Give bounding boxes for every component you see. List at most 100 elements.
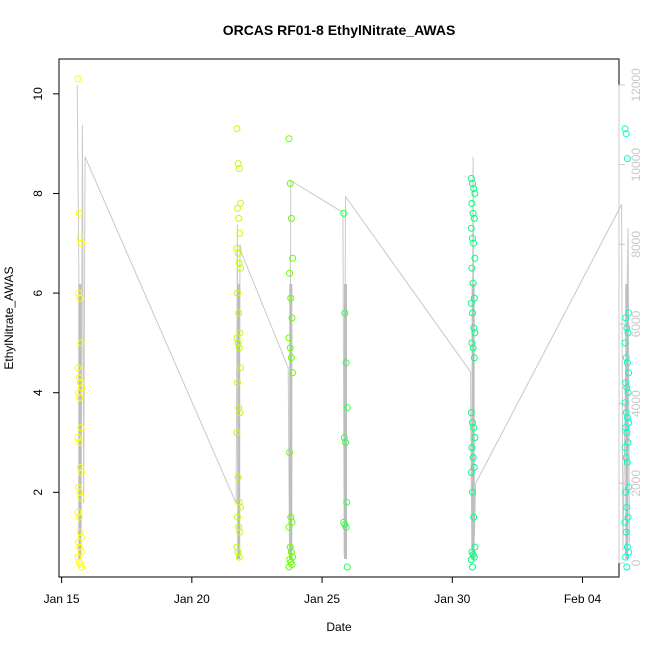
x-axis-label: Date	[326, 620, 352, 634]
data-point-rf05	[470, 513, 478, 521]
data-point-rf03	[288, 518, 296, 526]
data-point-rf03	[286, 543, 294, 551]
y2-tick-label: 12000	[629, 68, 643, 102]
data-point-rf03	[287, 548, 295, 556]
data-point-rf05	[469, 234, 476, 242]
data-point-rf03	[288, 314, 296, 322]
data-point-rf03	[285, 334, 293, 342]
data-point-rf06	[624, 513, 632, 521]
data-point-rf02	[235, 165, 243, 173]
data-point-rf02	[236, 528, 244, 536]
data-point-rf01	[78, 468, 86, 476]
data-point-rf03	[287, 294, 295, 302]
data-point-rf02	[237, 199, 244, 207]
data-point-rf05	[470, 324, 478, 332]
data-point-rf06	[623, 543, 631, 551]
data-point-rf05	[471, 543, 479, 551]
data-point-rf03	[287, 354, 295, 362]
data-point-rf02	[237, 264, 244, 272]
data-point-rf05	[468, 264, 476, 272]
data-point-rf06	[622, 553, 630, 561]
data-point-rf06	[625, 483, 633, 491]
data-point-rf04	[343, 563, 351, 571]
data-point-rf02	[236, 329, 244, 337]
data-point-rf06	[621, 444, 629, 451]
data-point-rf05	[469, 344, 477, 352]
data-point-rf01	[74, 508, 82, 516]
x-tick-label: Jan 15	[44, 592, 80, 606]
data-point-rf02	[234, 160, 242, 168]
data-point-rf06	[622, 354, 630, 362]
data-point-rf06	[625, 309, 633, 317]
y-axis-label: EthylNitrate_AWAS	[2, 266, 16, 369]
data-point-rf06	[623, 458, 631, 466]
data-point-rf05	[467, 224, 475, 232]
data-point-rf06	[623, 503, 631, 511]
data-point-rf05	[469, 309, 476, 317]
data-point-rf01	[74, 553, 82, 561]
data-point-rf01	[76, 528, 84, 536]
data-point-rf06	[623, 563, 631, 571]
data-point-rf01	[74, 434, 82, 441]
data-point-rf01	[78, 239, 86, 247]
data-point-rf01	[75, 289, 83, 297]
data-point-rf06	[625, 419, 633, 427]
y2-tick-label: 10000	[629, 148, 643, 182]
data-point-rf02	[235, 309, 243, 317]
data-point-rf03	[286, 449, 294, 456]
data-point-rf06	[622, 488, 630, 496]
data-point-rf02	[234, 513, 241, 521]
y2-tick-label: 0	[629, 559, 643, 566]
data-point-rf02	[235, 498, 243, 506]
data-point-rf06	[622, 528, 630, 536]
data-point-rf02	[237, 503, 244, 511]
x-tick-label: Jan 20	[174, 592, 210, 606]
data-point-rf05	[470, 294, 478, 302]
data-point-rf06	[622, 424, 630, 432]
data-point-rf01	[74, 75, 82, 83]
data-point-rf02	[235, 404, 243, 412]
data-point-rf01	[78, 533, 86, 541]
data-point-rf05	[467, 556, 475, 564]
data-point-rf01	[77, 548, 85, 556]
data-point-rf03	[286, 180, 294, 187]
data-point-rf02	[234, 289, 241, 297]
data-point-rf01	[75, 209, 83, 217]
data-point-rf02	[233, 334, 241, 342]
y2-tick-label: 4000	[629, 390, 643, 417]
data-point-rf05	[470, 463, 478, 471]
data-point-rf02	[234, 339, 242, 347]
data-point-rf01	[78, 563, 86, 571]
data-point-rf02	[235, 553, 243, 561]
plot-frame	[58, 58, 620, 578]
data-point-rf01	[76, 394, 84, 402]
data-point-rf02	[234, 379, 241, 387]
data-point-rf06	[621, 339, 629, 347]
data-point-rf03	[287, 214, 295, 222]
data-point-rf06	[622, 314, 630, 322]
data-point-rf01	[76, 379, 84, 387]
data-point-rf01	[77, 424, 85, 432]
y2-tick-label: 2000	[629, 470, 643, 497]
y2-tick-label: 6000	[629, 310, 643, 337]
data-point-rf01	[76, 294, 84, 302]
data-point-rf04	[343, 498, 351, 506]
data-point-rf05	[470, 354, 478, 362]
data-point-rf01	[76, 488, 84, 496]
data-point-rf03	[285, 135, 293, 143]
data-point-rf02	[235, 214, 243, 222]
data-point-rf06	[623, 384, 631, 392]
data-point-rf02	[236, 229, 244, 237]
data-point-rf05	[470, 214, 478, 222]
data-point-rf04	[340, 209, 348, 217]
data-point-rf03	[286, 269, 294, 277]
data-point-rf01	[76, 234, 84, 242]
y-axis: 2 4 6 8 10	[31, 87, 60, 496]
data-point-rf02	[233, 244, 241, 252]
data-point-rf06	[623, 155, 631, 163]
data-point-rf04	[340, 434, 348, 441]
data-point-rf05	[469, 279, 477, 287]
data-point-rf02	[233, 429, 241, 437]
data-point-rf01	[75, 538, 83, 546]
data-point-rf05	[467, 468, 475, 476]
